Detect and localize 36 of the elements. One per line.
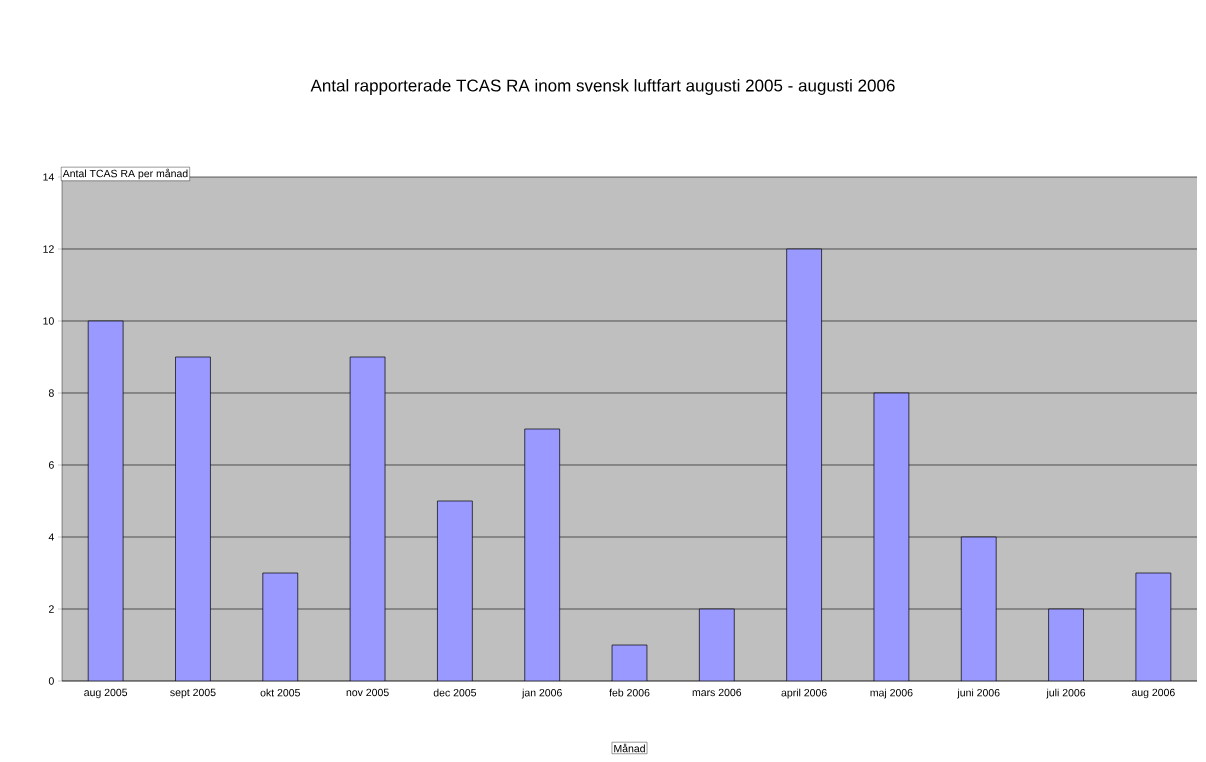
y-axis-title: Antal TCAS RA per månad: [62, 168, 188, 180]
x-tick-label: mars 2006: [692, 688, 742, 697]
y-tick-label: 14: [43, 173, 54, 181]
x-tick-label: jan 2006: [521, 688, 562, 699]
bar: [786, 248, 822, 681]
x-tick-label: dec 2005: [433, 688, 477, 697]
y-tick-label: 12: [43, 245, 54, 253]
bar: [349, 356, 386, 681]
bar: [175, 356, 211, 681]
bar: [437, 500, 473, 681]
y-tick-label: 10: [43, 317, 54, 325]
y-tick-label: 4: [48, 533, 54, 541]
y-tick-label: 2: [48, 605, 54, 613]
bar: [873, 392, 910, 681]
x-tick-label: nov 2005: [346, 688, 389, 697]
x-tick-label: sept 2005: [170, 688, 216, 699]
chart-title: Antal rapporterade TCAS RA inom svensk luftfart augusti 2005 - augusti 2006: [310, 79, 895, 95]
x-tick-label: feb 2006: [609, 688, 650, 697]
bar: [699, 608, 735, 681]
bar: [960, 536, 997, 681]
bar: [524, 428, 561, 681]
x-tick-label: april 2006: [781, 688, 827, 699]
x-tick-label: juni 2006: [957, 688, 1000, 699]
y-tick-label: 0: [48, 677, 54, 685]
x-tick-label: okt 2005: [260, 688, 300, 697]
x-tick-label: aug 2005: [84, 688, 128, 699]
bar: [1135, 572, 1172, 681]
x-tick-label: aug 2006: [1131, 688, 1175, 699]
bar: [262, 572, 299, 681]
y-tick-label: 8: [48, 389, 54, 397]
x-tick-label: juli 2006: [1046, 688, 1086, 699]
bar: [1048, 608, 1084, 681]
bar: [87, 320, 124, 681]
x-tick-label: maj 2006: [870, 688, 913, 699]
x-axis-title: Månad: [614, 743, 645, 753]
y-tick-label: 6: [48, 461, 54, 469]
